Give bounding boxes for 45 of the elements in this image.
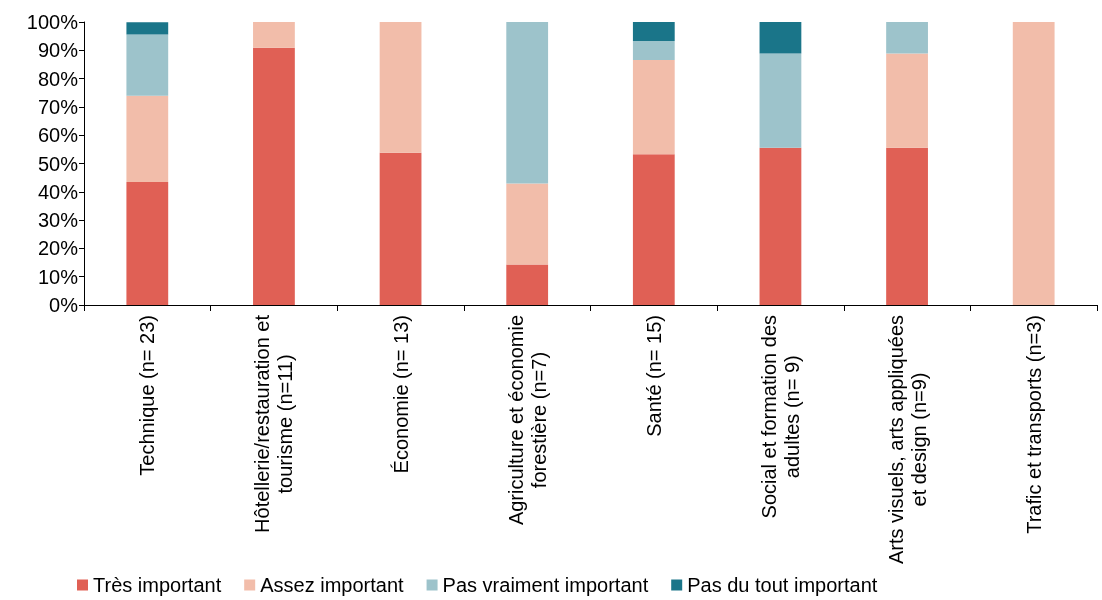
y-tick-label: 60% (37, 124, 79, 147)
bar (1012, 22, 1055, 305)
bar (126, 22, 169, 35)
legend-label: Très important (93, 574, 222, 596)
bar (379, 22, 422, 153)
x-tick-label: Social et formation des adultes (n= 9) (757, 315, 803, 519)
bar (506, 183, 549, 265)
bar (126, 181, 169, 305)
y-tick-label: 30% (37, 209, 79, 232)
y-tick-label: 90% (37, 39, 79, 62)
bar (632, 40, 675, 60)
bar (632, 22, 675, 41)
bar (632, 154, 675, 305)
bar (253, 22, 295, 48)
x-tick-label: Trafic et transports (n=3) (1022, 315, 1045, 534)
bar (126, 95, 169, 182)
y-tick-label: 10% (37, 265, 79, 288)
bar (886, 147, 928, 305)
y-tick-label: 40% (37, 180, 79, 203)
bar (506, 22, 549, 184)
y-tick-label: 20% (37, 237, 79, 260)
bar (759, 53, 802, 148)
legend-label: Pas vraiment important (442, 574, 649, 596)
bar (253, 47, 295, 305)
bar (126, 34, 169, 96)
x-tick-label: Hôtellerie/restauration et tourisme (n=11) (251, 314, 297, 533)
bar (506, 264, 549, 305)
bar (759, 22, 802, 54)
x-tick-label: Économie (n= 13) (389, 315, 412, 474)
x-tick-label: Technique (n= 23) (136, 315, 159, 476)
y-tick-label: 50% (37, 152, 79, 175)
bar (886, 53, 928, 148)
x-tick-label: Agriculture et économie forestière (n=7) (504, 315, 550, 526)
legend-label: Assez important (260, 574, 405, 596)
y-tick-label: 80% (37, 67, 79, 90)
y-tick-label: 100% (26, 11, 79, 33)
x-tick-label: Arts visuels, arts appliquées et design (n=9) (884, 314, 930, 565)
bar (886, 22, 928, 54)
y-tick-label: 70% (37, 95, 79, 118)
x-tick-label: Santé (n= 15) (642, 315, 665, 437)
bar (632, 59, 675, 155)
bar (759, 147, 802, 305)
bar (379, 152, 422, 305)
legend-label: Pas du tout important (687, 574, 878, 596)
y-tick-label: 0% (49, 294, 79, 316)
